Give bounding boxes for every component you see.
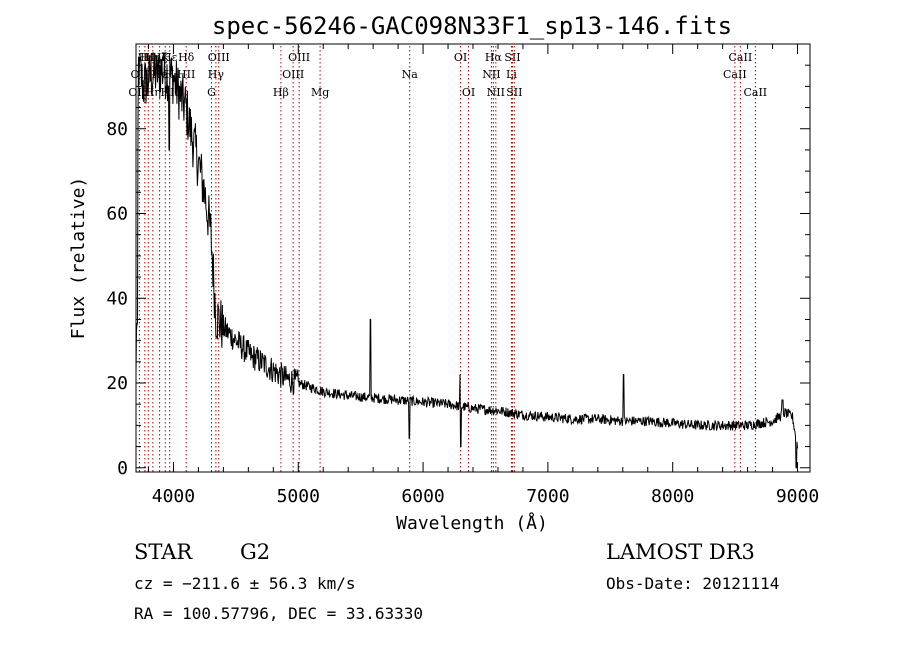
object-subclass: G2: [240, 540, 270, 564]
marker-label: OIII: [128, 86, 150, 99]
marker-label: Hβ: [273, 86, 289, 99]
line-markers: OIIOIIIHιHθHηHηHζHeKHεHHIIHδHIIOIIIHγGOI…: [128, 46, 767, 472]
x-axis-ticks: 4000 5000 6000 7000 8000 9000: [147, 44, 819, 507]
marker-label: Hδ: [178, 51, 195, 64]
marker-label: Hζ: [152, 51, 168, 64]
object-class: STAR: [134, 540, 193, 564]
y-axis-ticks: 0 20 40 60 80: [106, 64, 810, 479]
redshift-text: cz = −211.6 ± 56.3 km/s: [134, 574, 356, 593]
marker-label: CaII: [723, 68, 747, 81]
x-tick-label: 5000: [277, 486, 320, 507]
x-axis-label: Wavelength (Å): [396, 512, 548, 534]
marker-label: HII: [177, 68, 195, 81]
marker-label: Hγ: [208, 68, 225, 81]
marker-label: OIII: [282, 68, 304, 81]
survey-label: LAMOST DR3: [606, 540, 755, 564]
y-axis-label: Flux (relative): [68, 177, 89, 340]
obs-date-text: Obs-Date: 20121114: [606, 574, 779, 593]
marker-label: Na: [402, 68, 419, 81]
marker-label: NII: [487, 86, 505, 99]
x-tick-label: 6000: [401, 486, 444, 507]
marker-label: OI: [454, 51, 467, 64]
chart-title: spec-56246-GAC098N33F1_sp13-146.fits: [212, 12, 732, 40]
y-tick-label: 80: [106, 119, 128, 140]
marker-label: NII: [482, 68, 500, 81]
marker-label: G: [207, 86, 216, 99]
marker-label: SII: [504, 51, 520, 64]
marker-label: K: [161, 51, 170, 64]
marker-label: SII: [506, 86, 522, 99]
marker-label: OIII: [208, 51, 230, 64]
y-tick-label: 20: [106, 373, 128, 394]
marker-label: Hε: [162, 51, 178, 64]
marker-label: Mg: [311, 86, 329, 99]
marker-label: Li: [506, 68, 517, 81]
marker-label: CaII: [729, 51, 753, 64]
marker-label: Hη: [145, 86, 161, 99]
x-tick-label: 9000: [776, 486, 819, 507]
x-tick-label: 7000: [526, 486, 569, 507]
x-tick-label: 8000: [651, 486, 694, 507]
y-tick-label: 60: [106, 204, 128, 225]
marker-label: CaII: [743, 86, 767, 99]
marker-label: OI: [462, 86, 475, 99]
marker-label: Hα: [485, 51, 503, 64]
y-tick-label: 40: [106, 288, 128, 309]
flux-series-line: [135, 56, 798, 469]
marker-label: OIII: [288, 51, 310, 64]
x-tick-label: 4000: [152, 486, 195, 507]
radec-text: RA = 100.57796, DEC = 33.63330: [134, 604, 423, 623]
y-tick-label: 0: [117, 458, 128, 479]
